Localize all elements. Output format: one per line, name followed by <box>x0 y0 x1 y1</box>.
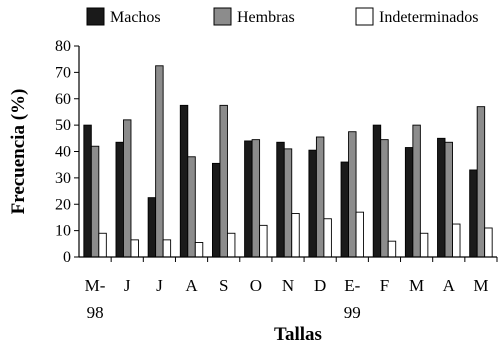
bar-indeterminados <box>98 232 107 258</box>
bar-indeterminados <box>355 211 365 258</box>
bar-indeterminados <box>419 232 429 258</box>
legend: Machos Hembras Indeterminados <box>86 7 479 26</box>
bar-hembras <box>380 139 389 258</box>
bar-indeterminados <box>291 213 300 258</box>
x-tick-label-line2: 98 <box>87 303 104 322</box>
bar-hembras <box>348 131 357 258</box>
x-tick-label: A <box>185 276 198 295</box>
y-tick-label: 80 <box>55 38 71 55</box>
bar-indeterminados <box>484 227 493 258</box>
bar-machos <box>179 104 189 258</box>
bar-machos <box>437 137 446 258</box>
x-tick-label: J <box>124 276 131 295</box>
y-tick-label: 50 <box>55 117 71 134</box>
bar-indeterminados <box>162 239 172 258</box>
x-tick-label-line2: 99 <box>344 303 361 322</box>
bar-machos <box>115 141 124 258</box>
bar-hembras <box>476 106 486 258</box>
x-tick-label: F <box>380 276 389 295</box>
x-tick-label: A <box>443 276 456 295</box>
bar-indeterminados <box>194 242 204 258</box>
legend-swatch-indeterminados <box>355 7 374 26</box>
bar-indeterminados <box>387 240 397 258</box>
y-tick-label: 60 <box>55 91 71 108</box>
legend-label-hembras: Hembras <box>237 9 295 26</box>
bar-machos <box>244 140 253 258</box>
bar-indeterminados <box>452 223 461 258</box>
bar-hembras <box>187 156 196 258</box>
x-tick-label: M <box>473 276 488 295</box>
bar-machos <box>340 161 350 258</box>
x-tick-label: N <box>282 276 294 295</box>
x-tick-label: M <box>409 276 424 295</box>
bar-hembras <box>219 104 228 258</box>
x-tick-label: J <box>156 276 163 295</box>
bar-machos <box>372 124 382 258</box>
x-axis-tick-labels: M-98J J A S O N D E-99F M A M <box>85 257 498 322</box>
x-tick-label: E- <box>344 276 360 295</box>
y-tick-label: 20 <box>55 196 71 213</box>
bar-machos <box>308 149 317 258</box>
bar-indeterminados <box>259 224 268 258</box>
bar-hembras <box>90 145 100 258</box>
y-axis-ticks: 0 10 20 30 40 50 60 70 80 <box>55 38 79 266</box>
bar-hembras <box>315 136 325 258</box>
bars <box>83 65 493 258</box>
bar-hembras <box>412 124 421 258</box>
bar-hembras <box>251 139 261 258</box>
y-tick-label: 70 <box>55 64 71 81</box>
legend-label-machos: Machos <box>110 9 161 26</box>
y-tick-label: 40 <box>55 144 71 161</box>
x-tick-label: O <box>250 276 262 295</box>
legend-label-indeterminados: Indeterminados <box>379 9 479 26</box>
bar-hembras <box>123 119 132 258</box>
bar-indeterminados <box>130 239 139 258</box>
x-tick-label: D <box>314 276 326 295</box>
bar-machos <box>147 197 157 258</box>
bar-hembras <box>155 65 164 258</box>
y-tick-label: 0 <box>63 249 71 266</box>
bar-hembras <box>283 148 293 258</box>
y-tick-label: 30 <box>55 170 71 187</box>
bar-hembras <box>444 141 453 258</box>
bar-machos <box>404 147 414 258</box>
y-axis-title: Frecuencia (%) <box>8 89 29 215</box>
bar-machos <box>211 162 221 258</box>
bar-machos <box>469 169 478 258</box>
bar-indeterminados <box>226 232 236 258</box>
legend-swatch-machos <box>86 7 105 26</box>
legend-swatch-hembras <box>213 7 232 26</box>
y-tick-label: 10 <box>55 223 71 240</box>
x-tick-label: M- <box>85 276 106 295</box>
bar-machos <box>83 124 92 258</box>
bar-machos <box>276 141 285 258</box>
x-axis-title: Tallas <box>274 324 322 345</box>
x-tick-label: S <box>219 276 228 295</box>
bar-indeterminados <box>323 218 332 258</box>
